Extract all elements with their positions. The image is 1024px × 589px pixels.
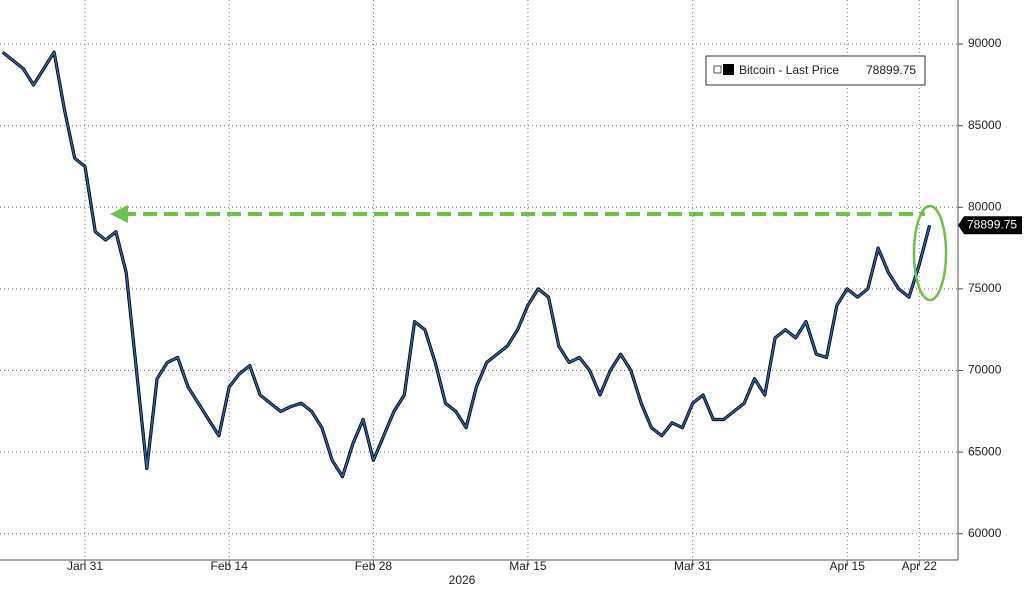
x-tick-label: Mar 15 xyxy=(509,559,547,573)
legend: Bitcoin - Last Price 78899.75 xyxy=(705,55,926,86)
last-price-box xyxy=(958,216,1022,235)
x-tick-label: Apr 15 xyxy=(830,559,866,573)
x-tick-label: Feb 28 xyxy=(355,559,393,573)
annotation xyxy=(110,204,948,302)
y-tick-label: 85000 xyxy=(968,118,1002,132)
last-price-label: 78899.75 xyxy=(967,217,1017,231)
y-tick-label: 75000 xyxy=(968,281,1002,295)
y-tick-label: 60000 xyxy=(968,526,1002,540)
x-tick-label: Feb 14 xyxy=(211,559,249,573)
line xyxy=(2,51,931,478)
x-tick-label: Jan 31 xyxy=(67,559,103,573)
y-tick-label: 90000 xyxy=(968,36,1002,50)
y-tick-label: 80000 xyxy=(968,199,1002,213)
x-tick-label: Mar 31 xyxy=(674,559,712,573)
x-tick-label: Apr 22 xyxy=(902,559,938,573)
last-price-tag: 78899.75 xyxy=(958,216,1022,235)
year-label: 2026 xyxy=(449,573,476,587)
legend-label: Bitcoin - Last Price xyxy=(739,63,839,77)
y-tick-label: 70000 xyxy=(968,363,1002,377)
y-tick-label: 65000 xyxy=(968,444,1002,458)
legend-value: 78899.75 xyxy=(866,63,916,77)
